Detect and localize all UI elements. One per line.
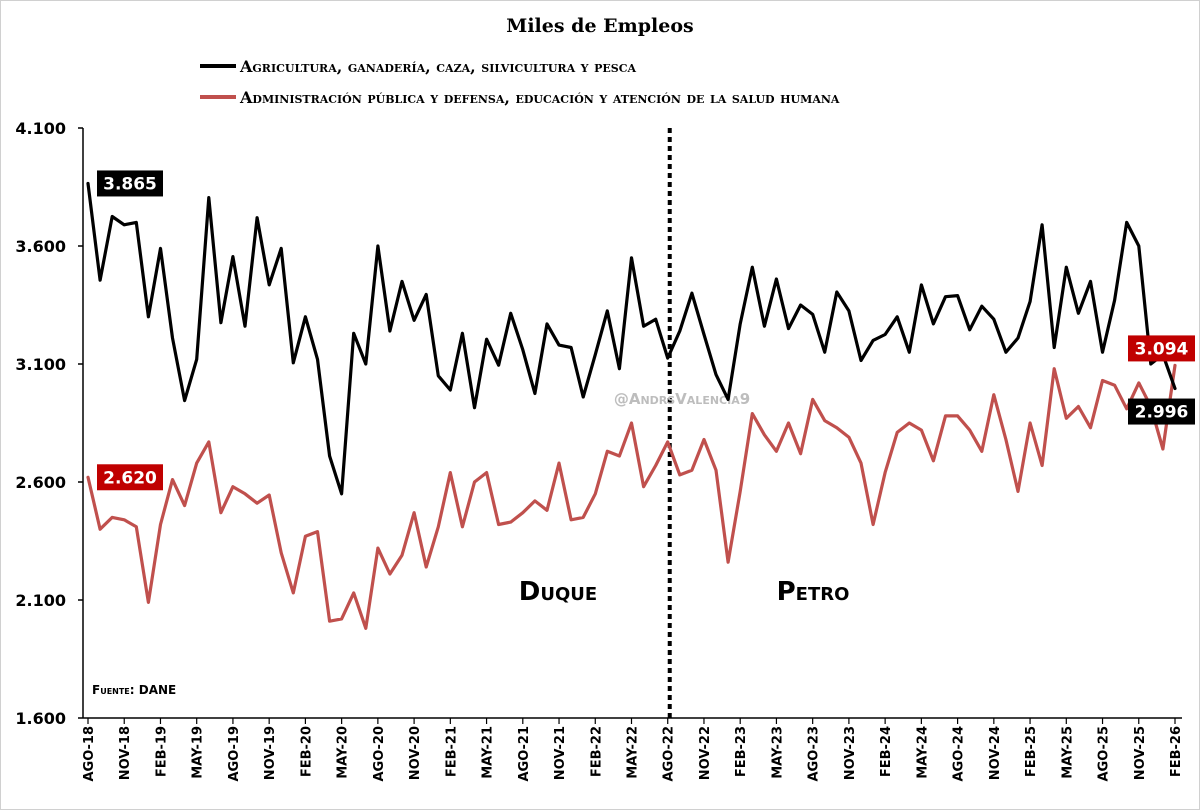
series-line-administracion [86,363,1177,630]
watermark: @AndrsValencia9 [614,390,750,408]
x-tick-label: NOV-23 [843,726,858,780]
x-tick-label: MAY-21 [481,726,496,779]
x-tick-label: NOV-21 [553,726,568,780]
x-tick-label: FEB-22 [589,726,604,777]
x-tick-label: AGO-23 [807,726,822,782]
data-label-administracion-start-box [97,464,163,491]
x-tick-label: FEB-21 [444,726,459,777]
legend-label-agricultura: Agricultura, ganadería, caza, silvicultu… [239,57,636,76]
source-note: Fuente: DANE [92,683,176,697]
data-label-administracion-start: 2.620 [103,468,157,488]
x-tick-label: NOV-19 [263,726,278,780]
x-tick-label: FEB-20 [299,726,314,777]
x-tick-label: AGO-22 [662,726,677,782]
y-tick-label: 3.600 [15,237,66,256]
x-tick-label: MAY-24 [915,726,930,779]
x-tick-label: FEB-26 [1169,726,1184,777]
era-label-duque: Duque [519,577,597,607]
x-tick-label: MAY-20 [336,726,351,779]
x-tick-label: AGO-20 [372,726,387,782]
y-tick-label: 1.600 [15,709,66,728]
data-label-agricultura-start-box [97,170,163,197]
x-tick-label: AGO-19 [227,726,242,782]
x-tick-label: FEB-25 [1024,726,1039,777]
data-label-administracion-end: 3.094 [1135,339,1189,359]
data-label-agricultura-end-box [1128,398,1195,425]
y-tick-label: 4.100 [15,119,66,138]
data-label-agricultura-end: 2.996 [1135,403,1189,423]
x-tick-label: NOV-25 [1133,726,1148,780]
x-tick-label: NOV-22 [698,726,713,780]
x-tick-label: AGO-18 [82,726,97,782]
y-tick-label: 3.100 [15,355,66,374]
x-tick-label: FEB-23 [734,726,749,777]
x-tick-label: FEB-19 [154,726,169,777]
x-tick-label: MAY-19 [191,726,206,779]
x-tick-label: MAY-25 [1060,726,1075,779]
x-tick-label: AGO-25 [1097,726,1112,782]
data-label-administracion-end-box [1128,335,1195,362]
y-tick-label: 2.600 [15,473,66,492]
era-label-petro: Petro [777,577,850,607]
x-tick-label: AGO-21 [517,726,532,782]
x-tick-label: MAY-23 [770,726,785,779]
data-label-agricultura-start: 3.865 [103,174,157,194]
x-tick-label: MAY-22 [626,726,641,779]
x-tick-label: NOV-24 [988,726,1003,780]
x-tick-label: AGO-24 [952,726,967,782]
y-tick-label: 2.100 [15,591,66,610]
x-tick-label: FEB-24 [879,726,894,777]
legend-label-administracion: Administración pública y defensa, educac… [239,88,840,107]
x-tick-label: NOV-18 [118,726,133,780]
chart-title: Miles de Empleos [506,15,693,37]
series-line-agricultura [86,181,1177,496]
x-tick-label: NOV-20 [408,726,423,780]
